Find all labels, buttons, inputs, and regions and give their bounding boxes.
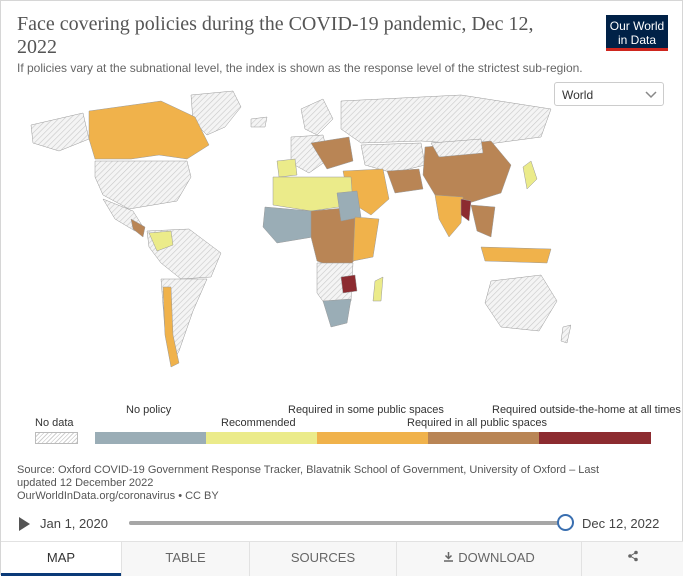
chart-subtitle: If policies vary at the subnational leve…: [17, 61, 583, 75]
source-line-2: updated 12 December 2022: [17, 477, 154, 489]
legend-swatch-all-spaces[interactable]: [428, 432, 539, 444]
region-eastern-europe[interactable]: [310, 136, 354, 170]
tab-sources-label: SOURCES: [290, 550, 356, 565]
timeline-handle[interactable]: [557, 514, 574, 531]
timeline-track-fill: [129, 521, 567, 525]
region-select-value: World: [562, 88, 594, 102]
region-central-asia[interactable]: [360, 142, 426, 174]
legend-swatch-some-spaces[interactable]: [317, 432, 428, 444]
region-japan[interactable]: [522, 160, 538, 190]
region-iberia[interactable]: [276, 158, 298, 178]
legend-label-no-policy: No policy: [126, 404, 172, 416]
legend-label-all-spaces: Required in all public spaces: [407, 417, 548, 429]
download-icon: [443, 542, 454, 574]
chart-title: Face covering policies during the COVID-…: [17, 13, 534, 58]
region-sudan[interactable]: [336, 190, 362, 222]
region-russia[interactable]: [340, 94, 552, 146]
owid-logo[interactable]: Our World in Data: [606, 15, 668, 51]
legend-swatch-recommended[interactable]: [206, 432, 317, 444]
map-legend: No data No policy Recommended Required i…: [1, 396, 683, 456]
region-chile[interactable]: [162, 286, 180, 368]
region-venezuela[interactable]: [148, 230, 174, 252]
region-myanmar[interactable]: [460, 198, 472, 222]
legend-swatch-no-policy[interactable]: [95, 432, 206, 444]
tab-sources[interactable]: SOURCES: [249, 542, 396, 576]
source-line-3[interactable]: OurWorldInData.org/coronavirus • CC BY: [17, 490, 219, 502]
region-scandinavia[interactable]: [300, 98, 334, 136]
region-canada[interactable]: [88, 100, 210, 160]
region-iran-afghanistan[interactable]: [386, 168, 424, 194]
region-select[interactable]: World: [554, 82, 664, 106]
source-line-1: Source: Oxford COVID-19 Government Respo…: [17, 464, 600, 476]
legend-no-data-swatch[interactable]: [35, 432, 78, 444]
tab-map-label: MAP: [46, 550, 76, 565]
region-india[interactable]: [434, 194, 464, 238]
source-note: Source: Oxford COVID-19 Government Respo…: [17, 464, 617, 503]
logo-underline: [606, 48, 668, 51]
chevron-down-icon: [645, 86, 657, 105]
logo-line-1: Our World: [609, 19, 665, 33]
timeline-end-date: Dec 12, 2022: [582, 516, 660, 531]
region-east-africa[interactable]: [352, 216, 380, 262]
timeline-track[interactable]: [129, 521, 567, 525]
legend-swatch-outside-home[interactable]: [539, 432, 651, 444]
region-north-africa[interactable]: [272, 176, 354, 212]
region-madagascar[interactable]: [372, 276, 384, 302]
tab-download-label: DOWNLOAD: [458, 550, 535, 565]
region-west-africa[interactable]: [262, 206, 314, 244]
world-map[interactable]: [11, 81, 571, 381]
tab-map[interactable]: MAP: [1, 542, 121, 576]
region-new-zealand[interactable]: [560, 324, 571, 344]
share-button[interactable]: [581, 542, 683, 576]
play-icon[interactable]: [19, 517, 30, 531]
region-usa[interactable]: [94, 160, 192, 210]
tab-download[interactable]: DOWNLOAD: [396, 542, 581, 576]
legend-label-recommended: Recommended: [221, 417, 296, 429]
tab-table[interactable]: TABLE: [121, 542, 249, 576]
region-zimbabwe[interactable]: [340, 274, 358, 294]
chart-tabs: MAP TABLE SOURCES DOWNLOAD: [1, 541, 683, 576]
logo-line-2: in Data: [617, 33, 657, 47]
region-australia[interactable]: [484, 274, 558, 332]
region-central-america[interactable]: [130, 218, 146, 238]
legend-label-some-spaces: Required in some public spaces: [288, 404, 444, 416]
region-southeast-asia[interactable]: [470, 204, 496, 238]
region-south-africa[interactable]: [322, 298, 352, 328]
timeline-start-date: Jan 1, 2020: [40, 516, 108, 531]
region-indonesia[interactable]: [480, 246, 552, 264]
region-iceland[interactable]: [250, 116, 268, 128]
region-mongolia[interactable]: [430, 138, 484, 158]
region-alaska[interactable]: [30, 112, 90, 152]
legend-label-no-data: No data: [35, 417, 74, 429]
legend-label-outside-home: Required outside-the-home at all times: [492, 404, 681, 416]
tab-table-label: TABLE: [165, 550, 206, 565]
share-icon: [627, 550, 639, 565]
